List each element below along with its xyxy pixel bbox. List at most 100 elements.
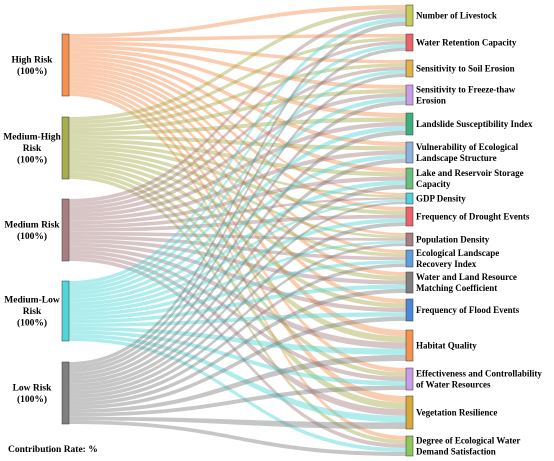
flow-link-high-water-demand xyxy=(69,92,406,441)
flow-link-high-livestock xyxy=(69,5,406,38)
target-node-freeze-thaw[interactable] xyxy=(405,84,414,106)
source-node-medium-low[interactable] xyxy=(61,280,70,342)
source-label-medium-high: (100%) xyxy=(17,155,47,166)
target-label-landscape-structure: Vulnerability of Ecological xyxy=(416,142,519,152)
target-node-landslide[interactable] xyxy=(405,112,414,136)
flow-link-high-water-retention xyxy=(69,34,406,42)
flow-link-low-population xyxy=(69,243,406,399)
flow-link-medium-high-freeze-thaw xyxy=(69,89,406,132)
target-label-landscape-recovery: Recovery Index xyxy=(416,259,477,269)
target-node-lake-reservoir[interactable] xyxy=(405,167,414,190)
target-label-habitat: Habitat Quality xyxy=(416,341,477,351)
flow-link-medium-low-vegetation xyxy=(69,333,406,423)
target-node-water-control[interactable] xyxy=(405,367,414,391)
flow-link-high-landscape-structure xyxy=(69,52,406,147)
target-label-gdp: GDP Density xyxy=(416,194,466,204)
target-node-habitat[interactable] xyxy=(405,329,414,362)
target-node-water-retention[interactable] xyxy=(405,33,414,52)
flow-link-medium-water-land xyxy=(69,239,406,285)
nodes xyxy=(61,4,414,457)
flow-link-medium-high-water-retention xyxy=(69,37,406,125)
flow-link-high-population xyxy=(69,66,406,236)
flow-link-medium-high-population xyxy=(69,149,406,239)
flow-link-high-freeze-thaw xyxy=(69,44,406,89)
flow-link-high-soil-erosion xyxy=(69,41,406,64)
flow-link-medium-low-gdp xyxy=(69,199,406,310)
target-node-water-demand[interactable] xyxy=(405,435,414,457)
flow-link-low-water-control xyxy=(69,385,406,417)
source-label-medium: Medium Risk xyxy=(4,220,60,230)
flow-link-medium-high-water-land xyxy=(69,157,406,281)
flow-links xyxy=(69,5,406,456)
target-label-population: Population Density xyxy=(416,235,490,245)
flow-link-medium-low-landscape-recovery xyxy=(69,260,406,320)
target-node-gdp[interactable] xyxy=(405,192,414,205)
flow-link-medium-high-livestock xyxy=(69,9,406,121)
flow-link-low-flood xyxy=(69,316,406,410)
flow-link-medium-low-landscape-structure xyxy=(69,154,406,303)
flow-link-low-livestock xyxy=(69,21,406,366)
flow-link-medium-low-water-control xyxy=(69,330,406,386)
target-label-lake-reservoir: Capacity xyxy=(416,179,451,189)
target-node-water-land[interactable] xyxy=(405,271,414,294)
target-label-drought: Frequency of Drought Events xyxy=(416,212,530,222)
flow-link-medium-landslide xyxy=(69,121,406,218)
target-node-landscape-structure[interactable] xyxy=(405,141,414,164)
flow-link-medium-habitat xyxy=(69,246,406,349)
flow-link-high-gdp xyxy=(69,59,406,196)
target-label-landscape-recovery: Ecological Landscape xyxy=(416,248,499,258)
flow-link-low-landscape-recovery xyxy=(69,263,406,403)
target-label-freeze-thaw: Erosion xyxy=(416,96,446,106)
source-label-medium-high: Risk xyxy=(23,144,42,154)
target-node-soil-erosion[interactable] xyxy=(405,59,414,78)
flow-link-medium-low-flood xyxy=(69,312,406,327)
source-node-low[interactable] xyxy=(61,361,70,425)
flow-link-medium-high-vegetation xyxy=(69,171,406,410)
flow-link-medium-high-flood xyxy=(69,160,406,308)
flow-link-high-lake-reservoir xyxy=(69,55,406,173)
flow-link-medium-high-landscape-recovery xyxy=(69,153,406,257)
flow-link-high-water-land xyxy=(69,74,406,277)
flow-link-medium-low-lake-reservoir xyxy=(69,180,406,306)
flow-link-medium-low-soil-erosion xyxy=(69,70,406,292)
flow-link-medium-high-landscape-structure xyxy=(69,135,406,151)
flow-link-low-water-land xyxy=(69,288,406,406)
flow-link-low-landscape-structure xyxy=(69,158,406,384)
source-node-high[interactable] xyxy=(61,33,70,97)
node-labels: High Risk(100%)Medium-HighRisk(100%)Medi… xyxy=(3,11,542,457)
flow-link-medium-lake-reservoir xyxy=(69,176,406,225)
target-node-flood[interactable] xyxy=(405,298,414,322)
target-label-water-control: Effectiveness and Controllability xyxy=(416,369,542,379)
target-label-flood: Frequency of Flood Events xyxy=(416,305,520,315)
flow-link-medium-low-water-demand xyxy=(69,337,406,452)
target-label-livestock: Number of Livestock xyxy=(416,11,497,21)
flow-link-high-drought xyxy=(69,63,406,211)
contribution-rate-label: Contribution Rate: % xyxy=(8,445,98,455)
target-label-soil-erosion: Sensitivity to Soil Erosion xyxy=(416,64,515,74)
flow-link-medium-vegetation xyxy=(69,253,406,416)
flow-link-medium-drought xyxy=(69,214,406,232)
target-label-vegetation: Vegetation Resilience xyxy=(416,408,497,418)
source-label-medium-high: Medium-High xyxy=(3,133,61,143)
target-node-landscape-recovery[interactable] xyxy=(405,249,414,268)
flow-link-medium-low-drought xyxy=(69,218,406,313)
source-node-medium[interactable] xyxy=(61,198,70,262)
flow-link-medium-gdp xyxy=(69,197,406,229)
flow-link-medium-high-landslide xyxy=(69,117,406,136)
flow-link-medium-landscape-structure xyxy=(69,150,406,221)
flow-link-medium-population xyxy=(69,231,406,241)
flow-link-medium-water-retention xyxy=(69,40,406,207)
flow-link-low-soil-erosion xyxy=(69,73,406,373)
flow-link-high-habitat xyxy=(69,81,406,337)
target-label-water-land: Water and Land Resource xyxy=(416,272,517,282)
target-node-livestock[interactable] xyxy=(405,4,414,27)
source-label-low: Low Risk xyxy=(13,383,53,393)
target-node-vegetation[interactable] xyxy=(405,395,414,430)
flow-link-medium-high-drought xyxy=(69,146,406,215)
target-label-lake-reservoir: Lake and Reservoir Storage xyxy=(416,168,524,178)
target-node-drought[interactable] xyxy=(405,206,414,227)
source-node-medium-high[interactable] xyxy=(61,116,70,180)
target-node-population[interactable] xyxy=(405,232,414,247)
flow-link-medium-low-freeze-thaw xyxy=(69,97,406,296)
